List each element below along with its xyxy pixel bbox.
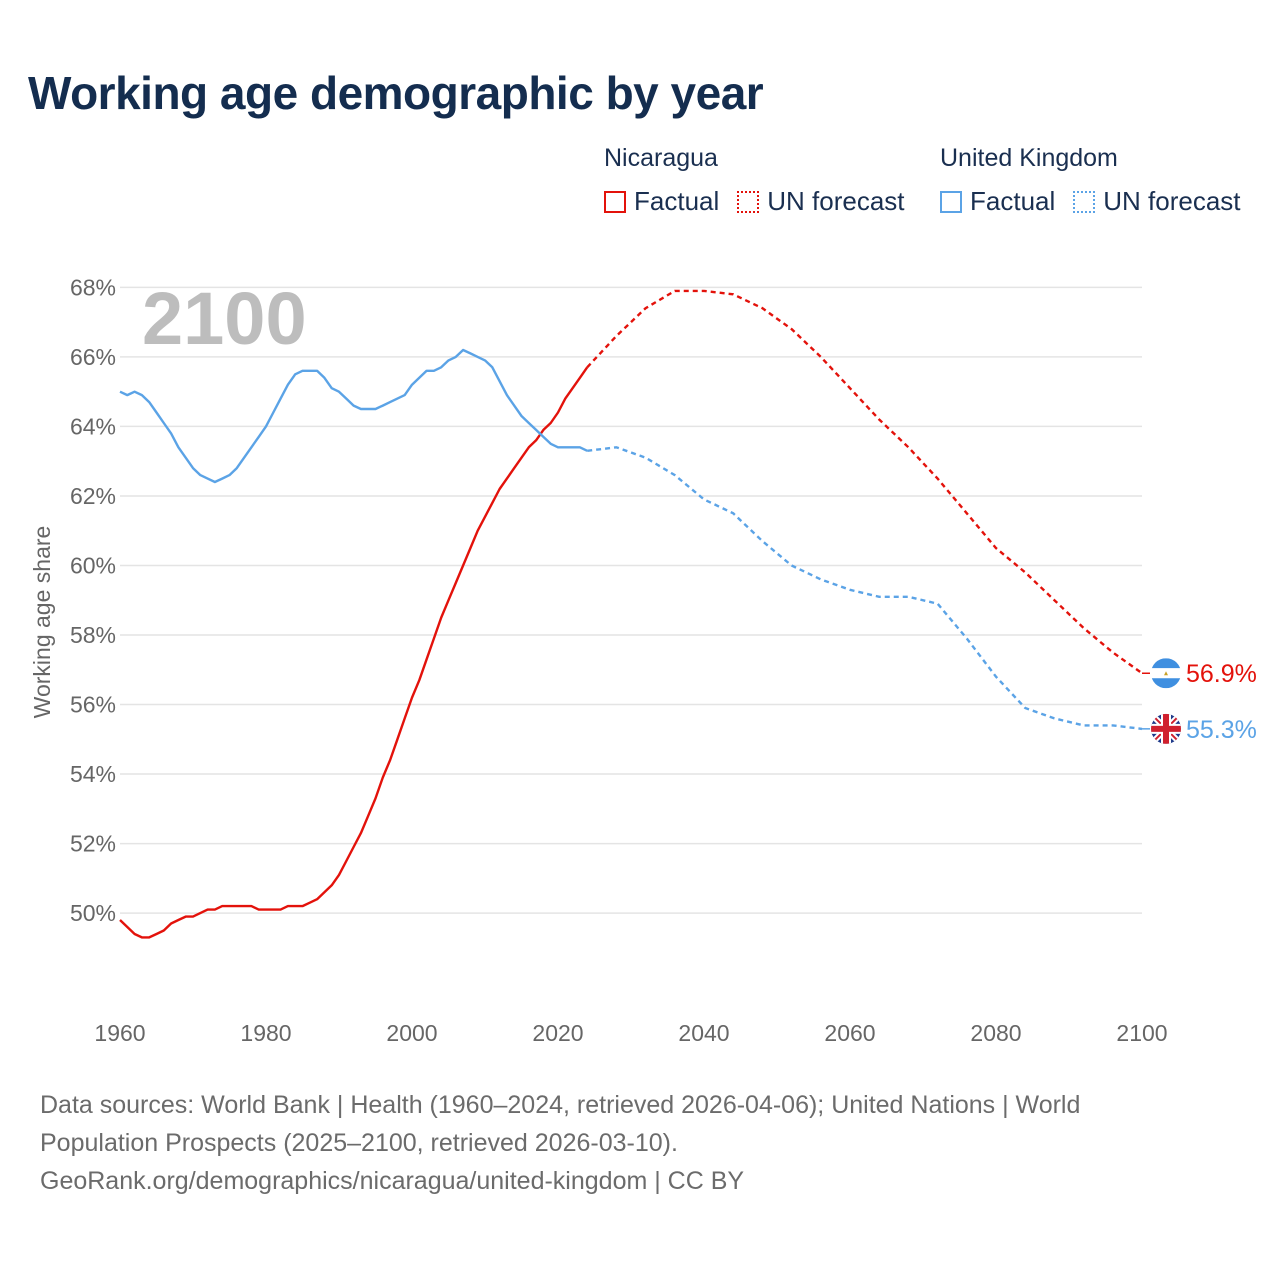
chart-title: Working age demographic by year: [28, 67, 764, 119]
y-tick-label: 68%: [70, 274, 116, 300]
united-kingdom-flag-icon: [1151, 713, 1181, 744]
y-tick-label: 54%: [70, 761, 116, 787]
footer: Data sources: World Bank | Health (1960–…: [40, 1086, 1240, 1200]
legend-item-uk-factual[interactable]: Factual: [940, 186, 1055, 217]
x-tick-label: 2000: [386, 1020, 437, 1046]
nicaragua-flag-icon: [1151, 658, 1181, 689]
footer-sources-line-2: Population Prospects (2025–2100, retriev…: [40, 1129, 678, 1157]
legend-group-united-kingdom: United Kingdom Factual UN forecast: [940, 144, 1241, 217]
legend-item-nicaragua-factual[interactable]: Factual: [604, 186, 719, 217]
x-tick-label: 2100: [1116, 1020, 1167, 1046]
footer-attribution[interactable]: GeoRank.org/demographics/nicaragua/unite…: [40, 1167, 745, 1195]
year-watermark: 2100: [142, 277, 307, 360]
y-tick-label: 66%: [70, 344, 116, 370]
y-tick-label: 56%: [70, 692, 116, 718]
legend-swatch-solid-red: [604, 190, 626, 213]
legend-label-uk-forecast: UN forecast: [1103, 186, 1241, 216]
nicaragua-factual-line: [119, 366, 589, 939]
legend-row-nicaragua: Factual UN forecast: [604, 186, 923, 217]
x-tick-label: 2020: [532, 1020, 583, 1046]
legend-label-nicaragua-factual: Factual: [634, 186, 720, 216]
legend-item-uk-forecast[interactable]: UN forecast: [1073, 186, 1241, 217]
nicaragua-forecast-line: [586, 289, 1143, 675]
legend-label-nicaragua-forecast: UN forecast: [767, 186, 905, 216]
x-tick-label: 2080: [970, 1020, 1021, 1046]
legend-swatch-dotted-blue: [1073, 190, 1096, 213]
y-axis-label: Working age share: [29, 526, 55, 719]
legend-row-united-kingdom: Factual UN forecast: [940, 186, 1241, 217]
footer-sources-line-1: Data sources: World Bank | Health (1960–…: [40, 1091, 1081, 1119]
x-tick-label: 2060: [824, 1020, 875, 1046]
legend-group-name-nicaragua: Nicaragua: [604, 144, 718, 172]
legend-group-name-united-kingdom: United Kingdom: [940, 144, 1118, 172]
x-tick-label: 1960: [94, 1020, 145, 1046]
legend-label-uk-factual: Factual: [970, 186, 1056, 216]
y-tick-label: 62%: [70, 483, 116, 509]
y-tick-label: 58%: [70, 622, 116, 648]
uk-factual-line: [119, 348, 588, 484]
y-tick-label: 50%: [70, 900, 116, 926]
y-tick-label: 60%: [70, 552, 116, 578]
legend-swatch-solid-blue: [940, 190, 962, 213]
legend-item-nicaragua-forecast[interactable]: UN forecast: [737, 186, 905, 217]
legend-swatch-dotted-red: [737, 190, 760, 213]
legend-group-nicaragua: Nicaragua Factual UN forecast: [604, 144, 923, 217]
x-tick-label: 1980: [240, 1020, 291, 1046]
y-tick-label: 64%: [70, 413, 116, 439]
y-tick-label: 52%: [70, 831, 116, 857]
nicaragua-end-value-label: 56.9%: [1186, 660, 1257, 688]
uk-forecast-line: [587, 446, 1143, 731]
uk-end-value-label: 55.3%: [1186, 716, 1257, 744]
line-chart: 50% 52% 54% 56% 58% 60% 62% 64% 66% 68% 1960 1980 20…: [29, 274, 1257, 1046]
x-tick-label: 2040: [678, 1020, 729, 1046]
